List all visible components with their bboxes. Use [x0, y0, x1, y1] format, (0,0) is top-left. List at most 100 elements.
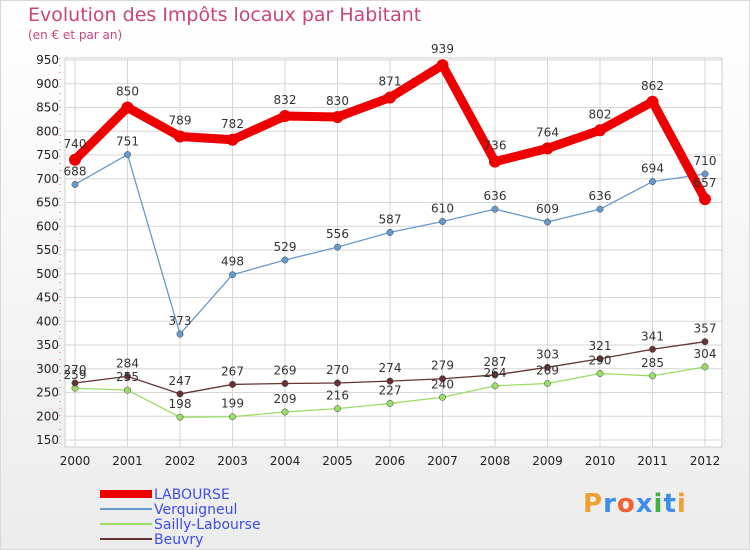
data-label-verquigneul: 688 [64, 164, 87, 178]
data-label-labourse: 764 [536, 125, 559, 139]
data-point-labourse [541, 142, 554, 155]
data-label-sailly-labourse: 209 [274, 392, 297, 406]
data-point-verquigneul [281, 256, 289, 264]
data-label-beuvry: 357 [694, 322, 717, 336]
data-point-beuvry [544, 363, 551, 371]
x-tick-label: 2003 [217, 454, 248, 468]
x-tick-label: 2007 [427, 454, 458, 468]
legend-swatch-sailly-labourse [100, 523, 152, 525]
data-label-beuvry: 247 [169, 374, 192, 388]
y-tick-label: 300 [36, 362, 59, 376]
data-label-labourse: 832 [274, 93, 297, 107]
data-label-sailly-labourse: 290 [589, 354, 612, 368]
data-label-sailly-labourse: 216 [326, 389, 349, 403]
legend-label-sailly-labourse: Sailly-Labourse [154, 517, 261, 533]
data-label-sailly-labourse: 259 [64, 368, 87, 382]
x-tick-label: 2008 [480, 454, 511, 468]
data-label-sailly-labourse: 199 [221, 397, 244, 411]
data-label-verquigneul: 636 [589, 189, 612, 203]
data-point-beuvry [281, 380, 289, 387]
data-point-sailly-labourse [649, 372, 656, 380]
data-label-verquigneul: 710 [694, 154, 717, 168]
legend-label-beuvry: Beuvry [154, 532, 204, 548]
data-point-labourse [646, 95, 659, 108]
y-tick-label: 600 [36, 219, 59, 233]
data-point-labourse [226, 133, 239, 146]
data-point-sailly-labourse [439, 393, 446, 401]
y-tick-label: 500 [36, 267, 59, 281]
data-point-sailly-labourse [229, 413, 236, 421]
data-label-labourse: 789 [169, 113, 192, 127]
data-point-verquigneul [439, 218, 446, 225]
data-label-beuvry: 287 [484, 355, 507, 369]
y-tick-label: 450 [36, 291, 59, 305]
data-point-verquigneul [649, 178, 656, 186]
data-point-labourse [489, 155, 501, 168]
logo-letter: i [653, 489, 664, 519]
data-label-labourse: 862 [641, 79, 664, 93]
data-point-verquigneul [71, 181, 79, 188]
data-point-sailly-labourse [596, 370, 604, 377]
data-point-beuvry [701, 338, 709, 346]
data-point-sailly-labourse [491, 382, 499, 390]
data-point-beuvry [334, 379, 341, 387]
data-label-labourse: 939 [431, 42, 454, 56]
data-label-sailly-labourse: 227 [379, 383, 402, 397]
y-tick-label: 650 [36, 196, 59, 210]
data-label-labourse: 736 [484, 139, 507, 153]
y-tick-label: 950 [36, 53, 59, 67]
data-label-beuvry: 267 [221, 364, 244, 378]
data-point-labourse [699, 193, 711, 206]
data-label-verquigneul: 694 [641, 162, 664, 176]
y-tick-label: 150 [36, 433, 59, 447]
data-point-sailly-labourse [124, 386, 131, 394]
y-tick-label: 800 [36, 124, 59, 138]
chart-title: Evolution des Impôts locaux par Habitant [28, 4, 422, 26]
x-tick-label: 2002 [165, 454, 196, 468]
data-label-sailly-labourse: 255 [116, 370, 139, 384]
legend-swatch-labourse [100, 490, 152, 498]
y-tick-label: 850 [36, 101, 59, 115]
y-tick-label: 550 [36, 243, 59, 257]
data-label-beuvry: 270 [326, 363, 349, 377]
data-point-verquigneul [491, 205, 499, 213]
data-label-labourse: 830 [326, 94, 349, 108]
data-label-sailly-labourse: 269 [536, 363, 559, 377]
data-point-labourse [384, 91, 396, 104]
logo-letter: r [603, 489, 617, 519]
x-tick-label: 2001 [112, 454, 143, 468]
data-point-labourse [436, 59, 449, 72]
data-label-labourse: 782 [221, 117, 244, 131]
data-point-verquigneul [596, 205, 604, 213]
data-point-labourse [121, 101, 134, 114]
y-tick-label: 350 [36, 338, 59, 352]
x-tick-label: 2010 [585, 454, 616, 468]
data-label-beuvry: 279 [431, 359, 454, 373]
data-label-sailly-labourse: 285 [641, 356, 664, 370]
data-point-verquigneul [334, 243, 341, 251]
data-label-verquigneul: 373 [169, 314, 192, 328]
data-point-verquigneul [544, 218, 551, 226]
data-label-sailly-labourse: 264 [484, 366, 507, 380]
data-label-beuvry: 341 [641, 329, 664, 343]
data-label-verquigneul: 751 [116, 135, 139, 149]
data-point-beuvry [386, 377, 394, 385]
data-point-verquigneul [386, 228, 394, 236]
data-point-beuvry [71, 379, 79, 387]
data-label-labourse: 802 [589, 107, 612, 121]
logo-letter: t [663, 489, 677, 519]
data-label-labourse: 871 [379, 75, 402, 89]
logo-letter: x [635, 489, 654, 519]
x-tick-label: 2011 [637, 454, 668, 468]
data-label-beuvry: 284 [116, 356, 139, 370]
data-label-verquigneul: 636 [484, 189, 507, 203]
data-label-beuvry: 269 [274, 363, 297, 377]
x-tick-label: 2004 [270, 454, 301, 468]
data-point-sailly-labourse [281, 408, 289, 416]
x-tick-label: 2009 [532, 454, 563, 468]
legend-label-verquigneul: Verquigneul [154, 502, 238, 518]
data-point-beuvry [649, 345, 656, 353]
data-label-verquigneul: 556 [326, 227, 349, 241]
data-point-labourse [279, 110, 291, 123]
